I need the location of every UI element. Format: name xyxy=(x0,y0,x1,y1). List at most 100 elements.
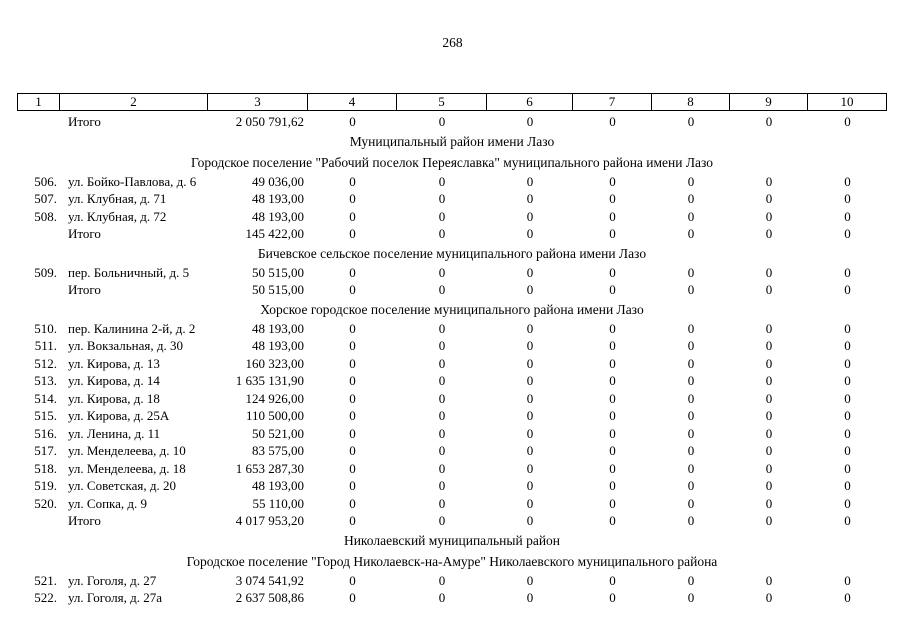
value-cell-col10: 0 xyxy=(844,572,851,588)
value-cell-col8: 0 xyxy=(687,355,695,371)
value-cell-col5: 0 xyxy=(438,373,446,388)
value-cell-col8: 0 xyxy=(687,173,695,189)
value-cell-col6: 0 xyxy=(526,443,534,458)
table-row: 517. ул. Менделеева, д. 10 83 575,00 0 0 0 0 0 0… xyxy=(17,442,887,460)
value-cell-col6: 0 xyxy=(526,390,534,406)
value-cell-col9: 0 xyxy=(765,355,773,371)
value-cell-col9: 0 xyxy=(765,478,773,493)
value-cell-col7: 0 xyxy=(609,572,616,588)
row-number-cell: 511. xyxy=(34,338,57,353)
value-cell-col7: 0 xyxy=(609,443,616,458)
amount-cell: 49 036,00 xyxy=(252,173,304,189)
value-cell-col10: 0 xyxy=(844,338,851,353)
value-cell-col8: 0 xyxy=(687,208,695,224)
value-cell-col10: 0 xyxy=(844,513,851,528)
value-cell-col10: 0 xyxy=(844,226,851,241)
value-cell-col8: 0 xyxy=(687,590,695,605)
row-number-cell: 519. xyxy=(34,478,57,493)
address-cell: ул. Кирова, д. 25А xyxy=(68,408,170,423)
value-cell-col9: 0 xyxy=(765,408,773,423)
value-cell-col5: 0 xyxy=(438,264,446,280)
row-number-cell: 516. xyxy=(34,425,57,441)
row-number-cell: 515. xyxy=(34,408,57,423)
value-cell-col5: 0 xyxy=(438,443,446,458)
amount-cell: 48 193,00 xyxy=(252,478,304,493)
value-cell-col4: 0 xyxy=(349,208,356,224)
value-cell-col8: 0 xyxy=(687,373,695,388)
amount-cell: 160 323,00 xyxy=(245,355,305,371)
total-row: Итого 4 017 953,20 0 0 0 0 0 0 0 xyxy=(17,512,887,530)
amount-cell: 50 515,00 xyxy=(252,282,304,297)
value-cell-col9: 0 xyxy=(765,320,773,336)
value-cell-col10: 0 xyxy=(844,443,851,458)
value-cell-col4: 0 xyxy=(349,572,356,588)
value-cell-col5: 0 xyxy=(438,226,446,241)
amount-cell: 124 926,00 xyxy=(245,390,305,406)
value-cell-col4: 0 xyxy=(349,408,356,423)
row-number-cell: 522. xyxy=(34,590,57,605)
value-cell-col5: 0 xyxy=(438,338,446,353)
value-cell-col4: 0 xyxy=(349,320,356,336)
table-row: 511. ул. Вокзальная, д. 30 48 193,00 0 0 0 0 0 0… xyxy=(17,337,887,355)
table-row: 510. пер. Калинина 2-й, д. 2 48 193,00 0 0 0 0… xyxy=(17,320,887,338)
value-cell-col4: 0 xyxy=(349,191,356,206)
value-cell-col4: 0 xyxy=(349,460,356,476)
value-cell-col8: 0 xyxy=(687,320,695,336)
value-cell-col5: 0 xyxy=(438,191,446,206)
value-cell-col6: 0 xyxy=(526,264,534,280)
row-number-cell: 512. xyxy=(34,355,57,371)
value-cell-col6: 0 xyxy=(526,226,534,241)
amount-cell: 1 653 287,30 xyxy=(235,460,304,476)
amount-cell: 55 110,00 xyxy=(252,495,304,511)
value-cell-col9: 0 xyxy=(765,513,773,528)
value-cell-col4: 0 xyxy=(349,390,356,406)
table-row: 522. ул. Гоголя, д. 27а 2 637 508,86 0 0 0 0 0 0… xyxy=(17,589,887,607)
address-cell: ул. Советская, д. 20 xyxy=(68,478,177,493)
value-cell-col10: 0 xyxy=(844,425,851,441)
value-cell-col10: 0 xyxy=(844,390,851,406)
value-cell-col7: 0 xyxy=(609,408,616,423)
header-cell-4: 4 xyxy=(308,93,397,111)
value-cell-col7: 0 xyxy=(609,226,616,241)
value-cell-col7: 0 xyxy=(609,338,616,353)
table-row: 518. ул. Менделеева, д. 18 1 653 287,30 0 0 0… xyxy=(17,460,887,478)
settlement-heading: Хорское городское поселение муниципально… xyxy=(260,301,644,317)
address-cell: ул. Вокзальная, д. 30 xyxy=(68,338,183,353)
address-cell: ул. Менделеева, д. 10 xyxy=(68,443,186,458)
row-number-cell: 518. xyxy=(34,460,57,476)
row-number-cell xyxy=(17,113,60,131)
value-cell-col10: 0 xyxy=(844,373,851,388)
row-number-cell: 514. xyxy=(34,390,57,406)
value-cell-col6: 0 xyxy=(526,373,534,388)
value-cell-col10: 0 xyxy=(844,282,851,297)
value-cell-col9: 0 xyxy=(765,460,773,476)
value-cell-col8: 0 xyxy=(687,282,695,297)
value-cell-col7: 0 xyxy=(609,173,616,189)
value-cell-col6: 0 xyxy=(526,282,534,297)
value-cell-col7: 0 xyxy=(609,191,616,206)
value-cell-col7: 0 xyxy=(609,425,616,441)
value-cell-col8: 0 xyxy=(687,114,695,129)
value-cell-col7: 0 xyxy=(609,373,616,388)
value-cell-col6: 0 xyxy=(526,320,534,336)
row-number-cell: 520. xyxy=(34,495,57,511)
address-cell: ул. Гоголя, д. 27 xyxy=(68,572,157,588)
value-cell-col5: 0 xyxy=(438,114,446,129)
amount-cell: 2 050 791,62 xyxy=(235,114,304,129)
row-number-cell xyxy=(17,281,60,299)
value-cell-col9: 0 xyxy=(765,282,773,297)
value-cell-col6: 0 xyxy=(526,590,534,605)
amount-cell: 1 635 131,90 xyxy=(235,373,304,388)
table-row: 514. ул. Кирова, д. 18 124 926,00 0 0 0 0 0 0 0 xyxy=(17,390,887,408)
table-row: 521. ул. Гоголя, д. 27 3 074 541,92 0 0 0 0 0 0 0 xyxy=(17,572,887,590)
address-cell: ул. Менделеева, д. 18 xyxy=(68,460,186,476)
value-cell-col4: 0 xyxy=(349,173,356,189)
settlement-heading: Городское поселение "Рабочий поселок Пер… xyxy=(190,154,714,170)
value-cell-col6: 0 xyxy=(526,355,534,371)
amount-cell: 145 422,00 xyxy=(245,226,305,241)
amount-cell: 48 193,00 xyxy=(252,320,304,336)
value-cell-col8: 0 xyxy=(687,408,695,423)
value-cell-col6: 0 xyxy=(526,513,534,528)
value-cell-col6: 0 xyxy=(526,338,534,353)
